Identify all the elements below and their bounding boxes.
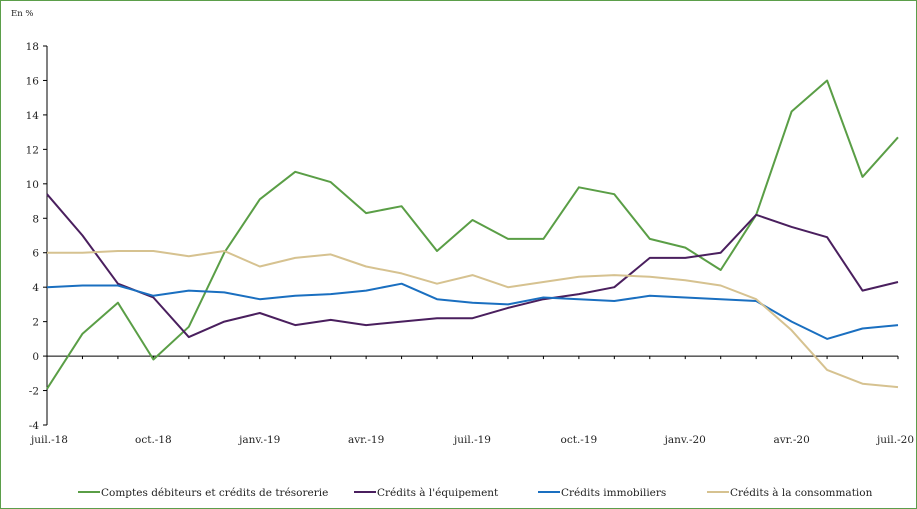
legend-label-3: Crédits immobiliers <box>561 487 666 499</box>
legend-label-2: Crédits à l'équipement <box>377 487 499 499</box>
series-line-2 <box>46 193 899 339</box>
x-tick-label: avr.-19 <box>348 434 384 446</box>
legend-label-1: Comptes débiteurs et crédits de trésorer… <box>101 487 328 499</box>
y-axis: -4 -2 0 2 4 6 8 10 12 14 16 18 <box>26 41 48 432</box>
legend: Comptes débiteurs et crédits de trésorer… <box>78 487 873 499</box>
legend-label-4: Crédits à la consommation <box>730 487 873 499</box>
y-tick-label: 6 <box>32 248 39 260</box>
x-axis: juil.-18 oct.-18 janv.-19 avr.-19 juil.-19 oc… <box>29 355 914 446</box>
y-tick-label: 16 <box>26 75 40 87</box>
y-tick-label: 18 <box>26 41 39 53</box>
y-tick-label: 4 <box>32 282 39 294</box>
series-line-1 <box>46 79 899 390</box>
y-tick-label: 0 <box>32 351 39 363</box>
x-tick-label: juil.-19 <box>452 434 491 446</box>
unit-label: En % <box>11 9 33 19</box>
y-tick-label: -2 <box>29 386 39 398</box>
x-tick-label: juil.-18 <box>29 434 68 446</box>
y-tick-label: 2 <box>32 317 39 329</box>
x-tick-label: janv.-19 <box>237 434 280 446</box>
y-tick-label: 8 <box>32 213 39 225</box>
x-tick-label: avr.-20 <box>773 434 809 446</box>
series-line-4 <box>47 250 899 389</box>
series-lines <box>46 79 899 390</box>
y-tick-label: -4 <box>29 420 40 432</box>
x-tick-label: oct.-18 <box>135 434 172 446</box>
y-tick-label: 14 <box>26 110 40 122</box>
x-tick-label: janv.-20 <box>663 434 706 446</box>
x-tick-label: juil.-20 <box>875 434 914 446</box>
y-tick-label: 12 <box>26 144 39 156</box>
x-tick-label: oct.-19 <box>561 434 598 446</box>
series-line-3 <box>46 282 899 340</box>
y-tick-label: 10 <box>26 179 39 191</box>
